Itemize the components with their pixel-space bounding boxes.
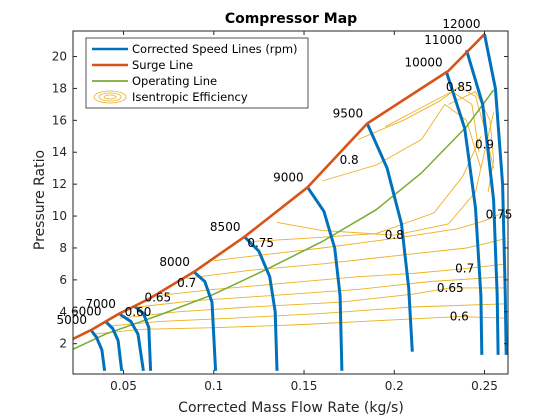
speed-line-9000 (306, 186, 344, 371)
y-tick-label: 16 (52, 113, 67, 127)
legend: Corrected Speed Lines (rpm) Surge Line Ope… (85, 37, 309, 109)
efficiency-contour-0-675 (137, 276, 507, 308)
speed-line-5000 (89, 329, 107, 371)
legend-item-speed-label: Corrected Speed Lines (rpm) (132, 42, 298, 56)
efficiency-label-left-0: 0.60 (125, 305, 152, 319)
efficiency-label-0-8: 0.8 (385, 228, 404, 242)
efficiency-label-left-1: 0.65 (144, 290, 171, 304)
speed-label-9500: 9500 (333, 107, 364, 121)
y-axis-label: Pressure Ratio (32, 150, 48, 250)
speed-line-7000 (119, 312, 145, 372)
efficiency-label-0-6: 0.6 (450, 310, 469, 324)
speed-label-8000: 8000 (159, 255, 190, 269)
y-tick-label: 20 (52, 50, 67, 64)
efficiency-label-0-7: 0.7 (455, 262, 474, 276)
speed-line-8000 (192, 270, 218, 371)
speed-label-12000: 12000 (442, 17, 480, 31)
efficiency-contour-0-7 (155, 263, 507, 297)
speed-label-7000: 7000 (85, 297, 116, 311)
speed-label-6000: 6000 (71, 304, 102, 318)
x-tick-label: 0.1 (204, 379, 223, 393)
speed-label-11000: 11000 (424, 33, 462, 47)
y-tick-label: 10 (52, 209, 67, 223)
x-tick-label: 0.15 (291, 379, 318, 393)
speed-line-11000 (465, 49, 500, 355)
speed-label-9000: 9000 (273, 170, 304, 184)
efficiency-label-0-65: 0.65 (437, 281, 464, 295)
efficiency-contour-0-8 (276, 112, 495, 236)
efficiency-label-0-75: 0.75 (486, 207, 513, 221)
axis-ticks: 0.05 0.1 0.15 0.2 0.25 2 4 6 8 10 12 14 16 18 20 (52, 31, 508, 393)
efficiency-label-0-9: 0.9 (475, 137, 494, 151)
efficiency-contour-0-85 (358, 86, 495, 169)
speed-line-7500 (133, 305, 153, 371)
surge-line (73, 33, 486, 341)
legend-item-efficiency-label: Isentropic Efficiency (132, 90, 248, 104)
y-tick-label: 14 (52, 145, 67, 159)
efficiency-label-0-85: 0.85 (446, 80, 473, 94)
x-axis-label: Corrected Mass Flow Rate (kg/s) (178, 400, 404, 416)
speed-label-8500: 8500 (210, 220, 241, 234)
efficiency-contour-0-725 (186, 237, 507, 279)
y-tick-label: 2 (59, 337, 67, 351)
y-tick-label: 6 (59, 273, 67, 287)
y-tick-label: 8 (59, 241, 67, 255)
legend-item-surge-label: Surge Line (132, 58, 193, 72)
speed-label-10000: 10000 (404, 55, 442, 69)
y-tick-label: 12 (52, 177, 67, 191)
legend-item-operating-label: Operating Line (132, 74, 217, 88)
efficiency-label-left-3: 0.75 (247, 236, 274, 250)
x-tick-label: 0.05 (110, 379, 137, 393)
speed-label-5000: 5000 (57, 313, 88, 327)
y-tick-label: 18 (52, 81, 67, 95)
efficiency-contour-0-625 (109, 303, 507, 327)
efficiency-contour-0-775 (249, 136, 482, 243)
surge-line-layer (73, 33, 486, 341)
chart-title: Compressor Map (225, 11, 357, 27)
efficiency-contour-0-6 (94, 316, 507, 335)
efficiency-contours (94, 86, 507, 335)
speed-line-9500 (365, 122, 414, 352)
efficiency-contour-0-825 (321, 103, 482, 182)
x-tick-label: 0.25 (471, 379, 498, 393)
speed-line-6000 (104, 320, 124, 371)
axes-box (72, 30, 509, 375)
speed-line-10000 (445, 72, 484, 355)
speed-line-8500 (243, 235, 279, 371)
y-tick-label: 4 (59, 305, 67, 319)
efficiency-label-left-2: 0.7 (177, 276, 196, 290)
speed-lines-layer (89, 33, 508, 372)
efficiency-contour-0-75 (213, 210, 507, 262)
efficiency-label-left-4: 0.8 (340, 153, 359, 167)
legend-item-efficiency-swatch (93, 90, 127, 104)
x-tick-label: 0.2 (385, 379, 404, 393)
speed-line-12000 (483, 33, 508, 355)
